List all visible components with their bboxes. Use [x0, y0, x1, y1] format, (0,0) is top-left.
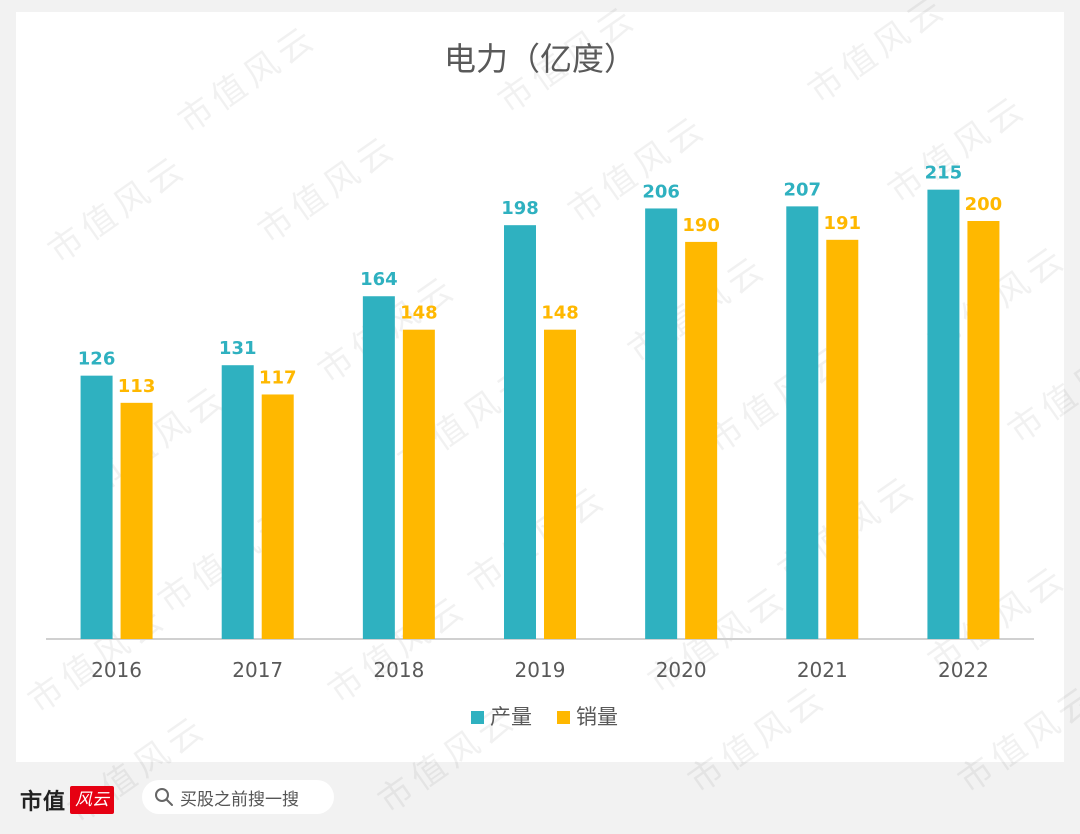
x-tick-label: 2022 [938, 658, 989, 682]
data-label-销量-2018: 148 [400, 303, 438, 324]
bar-产量-2017 [221, 365, 254, 639]
x-tick-label: 2020 [656, 658, 707, 682]
bar-产量-2022 [927, 189, 960, 639]
data-label-销量-2020: 190 [682, 215, 720, 236]
legend-label-销量: 销量 [576, 705, 618, 729]
x-tick-label: 2018 [373, 658, 424, 682]
brand-logo[interactable]: 市值 风云 [20, 784, 115, 816]
bar-销量-2020 [685, 241, 718, 639]
bar-销量-2017 [261, 394, 294, 639]
legend-swatch-销量 [557, 711, 570, 724]
search-icon [155, 788, 173, 806]
bar-销量-2022 [967, 221, 1000, 639]
bar-产量-2020 [645, 208, 678, 639]
search-box[interactable]: 买股之前搜一搜 [142, 780, 334, 814]
data-label-产量-2022: 215 [925, 163, 963, 184]
chart-card: 市值风云 市值风云 市值风云 市值风云 市值风云 市值风云 市值风云 市值风云 市值风云 市值风云… [16, 0, 1080, 832]
data-label-产量-2016: 126 [78, 349, 116, 370]
data-label-销量-2016: 113 [118, 376, 156, 397]
x-tick-label: 2019 [515, 658, 566, 682]
bar-销量-2019 [544, 329, 576, 639]
data-label-产量-2019: 198 [501, 198, 539, 219]
brand-stamp: 风云 [70, 786, 115, 814]
legend-label-产量: 产量 [490, 705, 532, 729]
data-label-销量-2017: 117 [259, 367, 297, 388]
legend-swatch-产量 [471, 711, 484, 724]
footer-bar: 市值 风云 买股之前搜一搜 [0, 762, 1080, 834]
data-label-产量-2020: 206 [642, 181, 680, 202]
chart-title: 电力（亿度） [444, 40, 636, 78]
data-label-产量-2021: 207 [783, 179, 821, 200]
bar-销量-2021 [826, 239, 859, 639]
bar-产量-2021 [786, 206, 819, 639]
brand-name: 市值 [20, 790, 67, 815]
data-label-产量-2017: 131 [219, 338, 257, 359]
x-tick-label: 2016 [91, 658, 142, 682]
x-tick-label: 2017 [232, 658, 283, 682]
bar-产量-2018 [362, 296, 395, 639]
bar-销量-2016 [120, 402, 153, 639]
bar-销量-2018 [402, 329, 435, 639]
data-label-产量-2018: 164 [360, 269, 398, 290]
bar-chart: 电力（亿度）1261132016131117201716414820181981… [46, 40, 1034, 729]
bar-产量-2019 [504, 225, 536, 639]
data-label-销量-2019: 148 [541, 303, 579, 324]
data-label-销量-2021: 191 [823, 213, 861, 234]
bar-产量-2016 [80, 375, 113, 639]
data-label-销量-2022: 200 [965, 194, 1003, 215]
x-tick-label: 2021 [797, 658, 848, 682]
search-placeholder: 买股之前搜一搜 [180, 789, 299, 810]
